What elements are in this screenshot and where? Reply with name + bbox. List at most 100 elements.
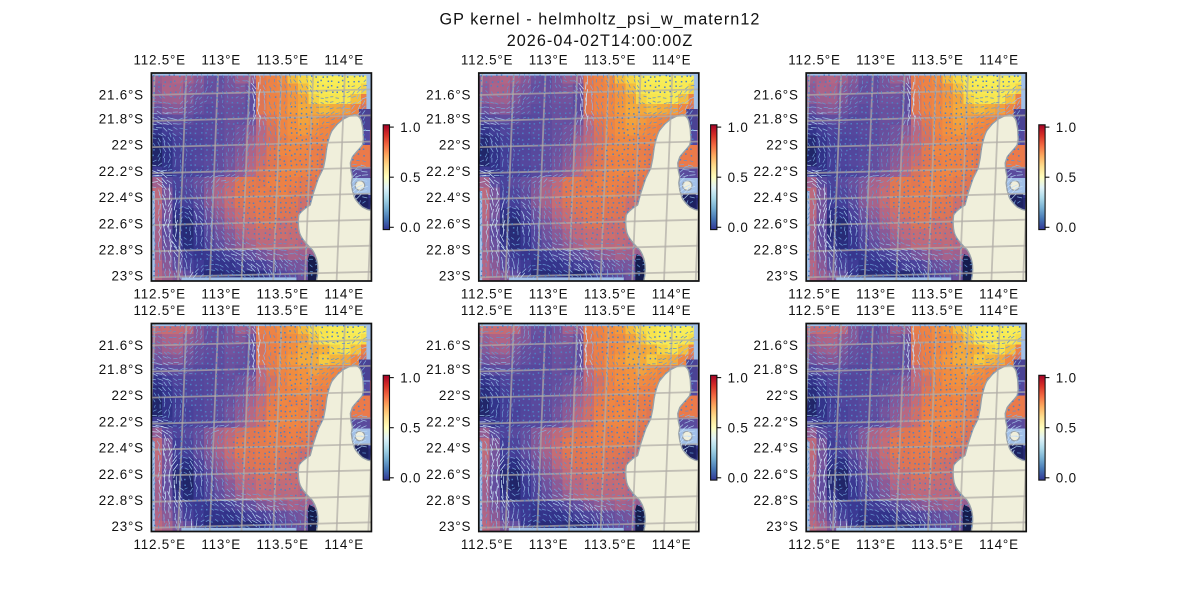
svg-text:1.0: 1.0 — [1056, 370, 1077, 385]
svg-text:22.8°S: 22.8°S — [99, 243, 144, 258]
svg-text:114°E: 114°E — [979, 286, 1019, 301]
svg-text:22.4°S: 22.4°S — [99, 190, 144, 205]
svg-text:23°S: 23°S — [439, 269, 471, 284]
svg-text:113.5°E: 113.5°E — [256, 286, 308, 301]
svg-text:114°E: 114°E — [979, 303, 1019, 318]
svg-text:0.0: 0.0 — [400, 471, 421, 486]
svg-text:113.5°E: 113.5°E — [911, 286, 963, 301]
svg-text:0.5: 0.5 — [400, 170, 421, 185]
svg-text:0.5: 0.5 — [1056, 420, 1077, 435]
svg-text:112.5°E: 112.5°E — [461, 286, 513, 301]
svg-text:22.8°S: 22.8°S — [426, 243, 471, 258]
svg-text:22°S: 22°S — [112, 388, 144, 403]
svg-text:0.0: 0.0 — [728, 220, 749, 235]
svg-text:22.2°S: 22.2°S — [754, 164, 799, 179]
svg-text:22.8°S: 22.8°S — [754, 493, 799, 508]
svg-text:113.5°E: 113.5°E — [584, 286, 636, 301]
svg-text:22.8°S: 22.8°S — [426, 493, 471, 508]
svg-text:1.0: 1.0 — [728, 120, 749, 135]
svg-text:112.5°E: 112.5°E — [461, 303, 513, 318]
svg-text:1.0: 1.0 — [728, 370, 749, 385]
svg-text:22.4°S: 22.4°S — [426, 441, 471, 456]
svg-text:23°S: 23°S — [112, 269, 144, 284]
svg-text:113.5°E: 113.5°E — [584, 52, 636, 67]
svg-text:113°E: 113°E — [856, 303, 896, 318]
svg-text:22.6°S: 22.6°S — [99, 467, 144, 482]
svg-text:21.8°S: 21.8°S — [754, 112, 799, 127]
svg-text:113.5°E: 113.5°E — [256, 303, 308, 318]
svg-text:22°S: 22°S — [766, 388, 798, 403]
svg-text:21.6°S: 21.6°S — [426, 338, 471, 353]
svg-text:22.2°S: 22.2°S — [754, 414, 799, 429]
svg-text:1.0: 1.0 — [1056, 120, 1077, 135]
svg-text:112.5°E: 112.5°E — [788, 52, 840, 67]
svg-text:113°E: 113°E — [201, 537, 241, 552]
svg-text:113°E: 113°E — [856, 286, 896, 301]
svg-text:112.5°E: 112.5°E — [461, 52, 513, 67]
svg-text:114°E: 114°E — [324, 52, 364, 67]
svg-text:23°S: 23°S — [766, 269, 798, 284]
svg-text:21.6°S: 21.6°S — [754, 338, 799, 353]
svg-text:114°E: 114°E — [652, 52, 692, 67]
svg-text:113.5°E: 113.5°E — [584, 303, 636, 318]
svg-text:113°E: 113°E — [529, 286, 569, 301]
svg-text:22.2°S: 22.2°S — [426, 414, 471, 429]
svg-text:113°E: 113°E — [529, 52, 569, 67]
svg-text:21.8°S: 21.8°S — [426, 362, 471, 377]
svg-text:112.5°E: 112.5°E — [788, 303, 840, 318]
svg-text:22.6°S: 22.6°S — [426, 217, 471, 232]
svg-text:1.0: 1.0 — [400, 120, 421, 135]
svg-text:22.2°S: 22.2°S — [99, 414, 144, 429]
svg-text:112.5°E: 112.5°E — [133, 303, 185, 318]
svg-text:0.5: 0.5 — [400, 420, 421, 435]
svg-text:114°E: 114°E — [652, 303, 692, 318]
svg-text:113.5°E: 113.5°E — [256, 52, 308, 67]
svg-text:113°E: 113°E — [856, 537, 896, 552]
svg-text:23°S: 23°S — [112, 519, 144, 534]
svg-text:22°S: 22°S — [439, 388, 471, 403]
svg-text:112.5°E: 112.5°E — [133, 537, 185, 552]
svg-text:22°S: 22°S — [112, 137, 144, 152]
svg-text:22.4°S: 22.4°S — [426, 190, 471, 205]
svg-text:0.0: 0.0 — [1056, 220, 1077, 235]
svg-text:114°E: 114°E — [324, 537, 364, 552]
svg-text:113°E: 113°E — [201, 303, 241, 318]
svg-text:113.5°E: 113.5°E — [584, 537, 636, 552]
svg-text:21.8°S: 21.8°S — [99, 362, 144, 377]
svg-text:21.8°S: 21.8°S — [754, 362, 799, 377]
svg-text:113°E: 113°E — [201, 286, 241, 301]
svg-text:22.6°S: 22.6°S — [99, 217, 144, 232]
svg-text:22.6°S: 22.6°S — [754, 467, 799, 482]
svg-text:2026-04-02T14:00:00Z: 2026-04-02T14:00:00Z — [507, 32, 694, 50]
svg-text:21.8°S: 21.8°S — [99, 112, 144, 127]
svg-text:22.8°S: 22.8°S — [99, 493, 144, 508]
svg-text:0.5: 0.5 — [728, 170, 749, 185]
svg-text:112.5°E: 112.5°E — [788, 537, 840, 552]
svg-text:113°E: 113°E — [529, 537, 569, 552]
svg-text:114°E: 114°E — [979, 52, 1019, 67]
svg-text:112.5°E: 112.5°E — [133, 52, 185, 67]
svg-text:113°E: 113°E — [856, 52, 896, 67]
svg-text:114°E: 114°E — [979, 537, 1019, 552]
svg-text:22.4°S: 22.4°S — [99, 441, 144, 456]
svg-text:21.6°S: 21.6°S — [99, 88, 144, 103]
svg-text:113.5°E: 113.5°E — [911, 537, 963, 552]
svg-text:GP kernel - helmholtz_psi_w_ma: GP kernel - helmholtz_psi_w_matern12 — [440, 10, 761, 28]
svg-text:113.5°E: 113.5°E — [256, 537, 308, 552]
svg-text:0.0: 0.0 — [400, 220, 421, 235]
svg-text:112.5°E: 112.5°E — [133, 286, 185, 301]
svg-text:21.8°S: 21.8°S — [426, 112, 471, 127]
svg-text:1.0: 1.0 — [400, 370, 421, 385]
svg-text:114°E: 114°E — [652, 286, 692, 301]
svg-text:23°S: 23°S — [439, 519, 471, 534]
svg-text:21.6°S: 21.6°S — [99, 338, 144, 353]
svg-text:0.0: 0.0 — [1056, 471, 1077, 486]
svg-text:0.0: 0.0 — [728, 471, 749, 486]
svg-text:22.6°S: 22.6°S — [426, 467, 471, 482]
svg-text:22°S: 22°S — [439, 137, 471, 152]
svg-text:22.4°S: 22.4°S — [754, 441, 799, 456]
svg-text:113°E: 113°E — [529, 303, 569, 318]
svg-text:113°E: 113°E — [201, 52, 241, 67]
svg-text:22.6°S: 22.6°S — [754, 217, 799, 232]
svg-text:22.4°S: 22.4°S — [754, 190, 799, 205]
